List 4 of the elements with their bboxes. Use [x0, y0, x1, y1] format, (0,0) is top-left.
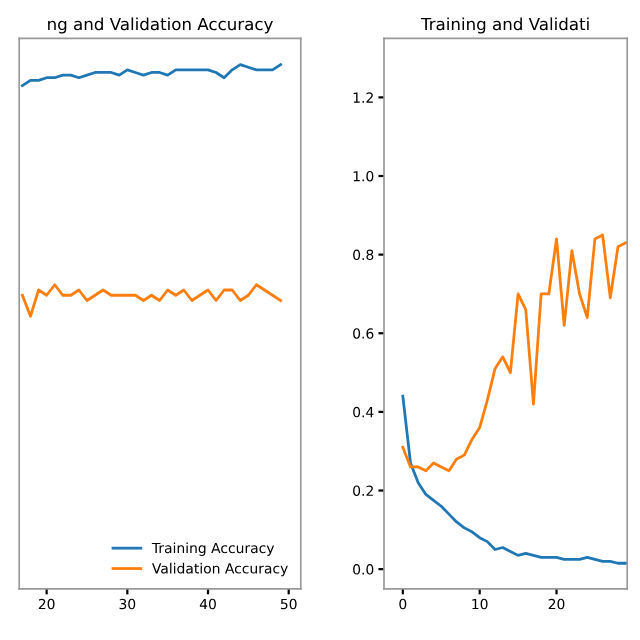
line-series	[401, 394, 628, 565]
chart-title: Training and Validati	[420, 17, 589, 34]
line-series	[401, 233, 628, 473]
chart-title: ng and Validation Accuracy	[48, 17, 273, 34]
